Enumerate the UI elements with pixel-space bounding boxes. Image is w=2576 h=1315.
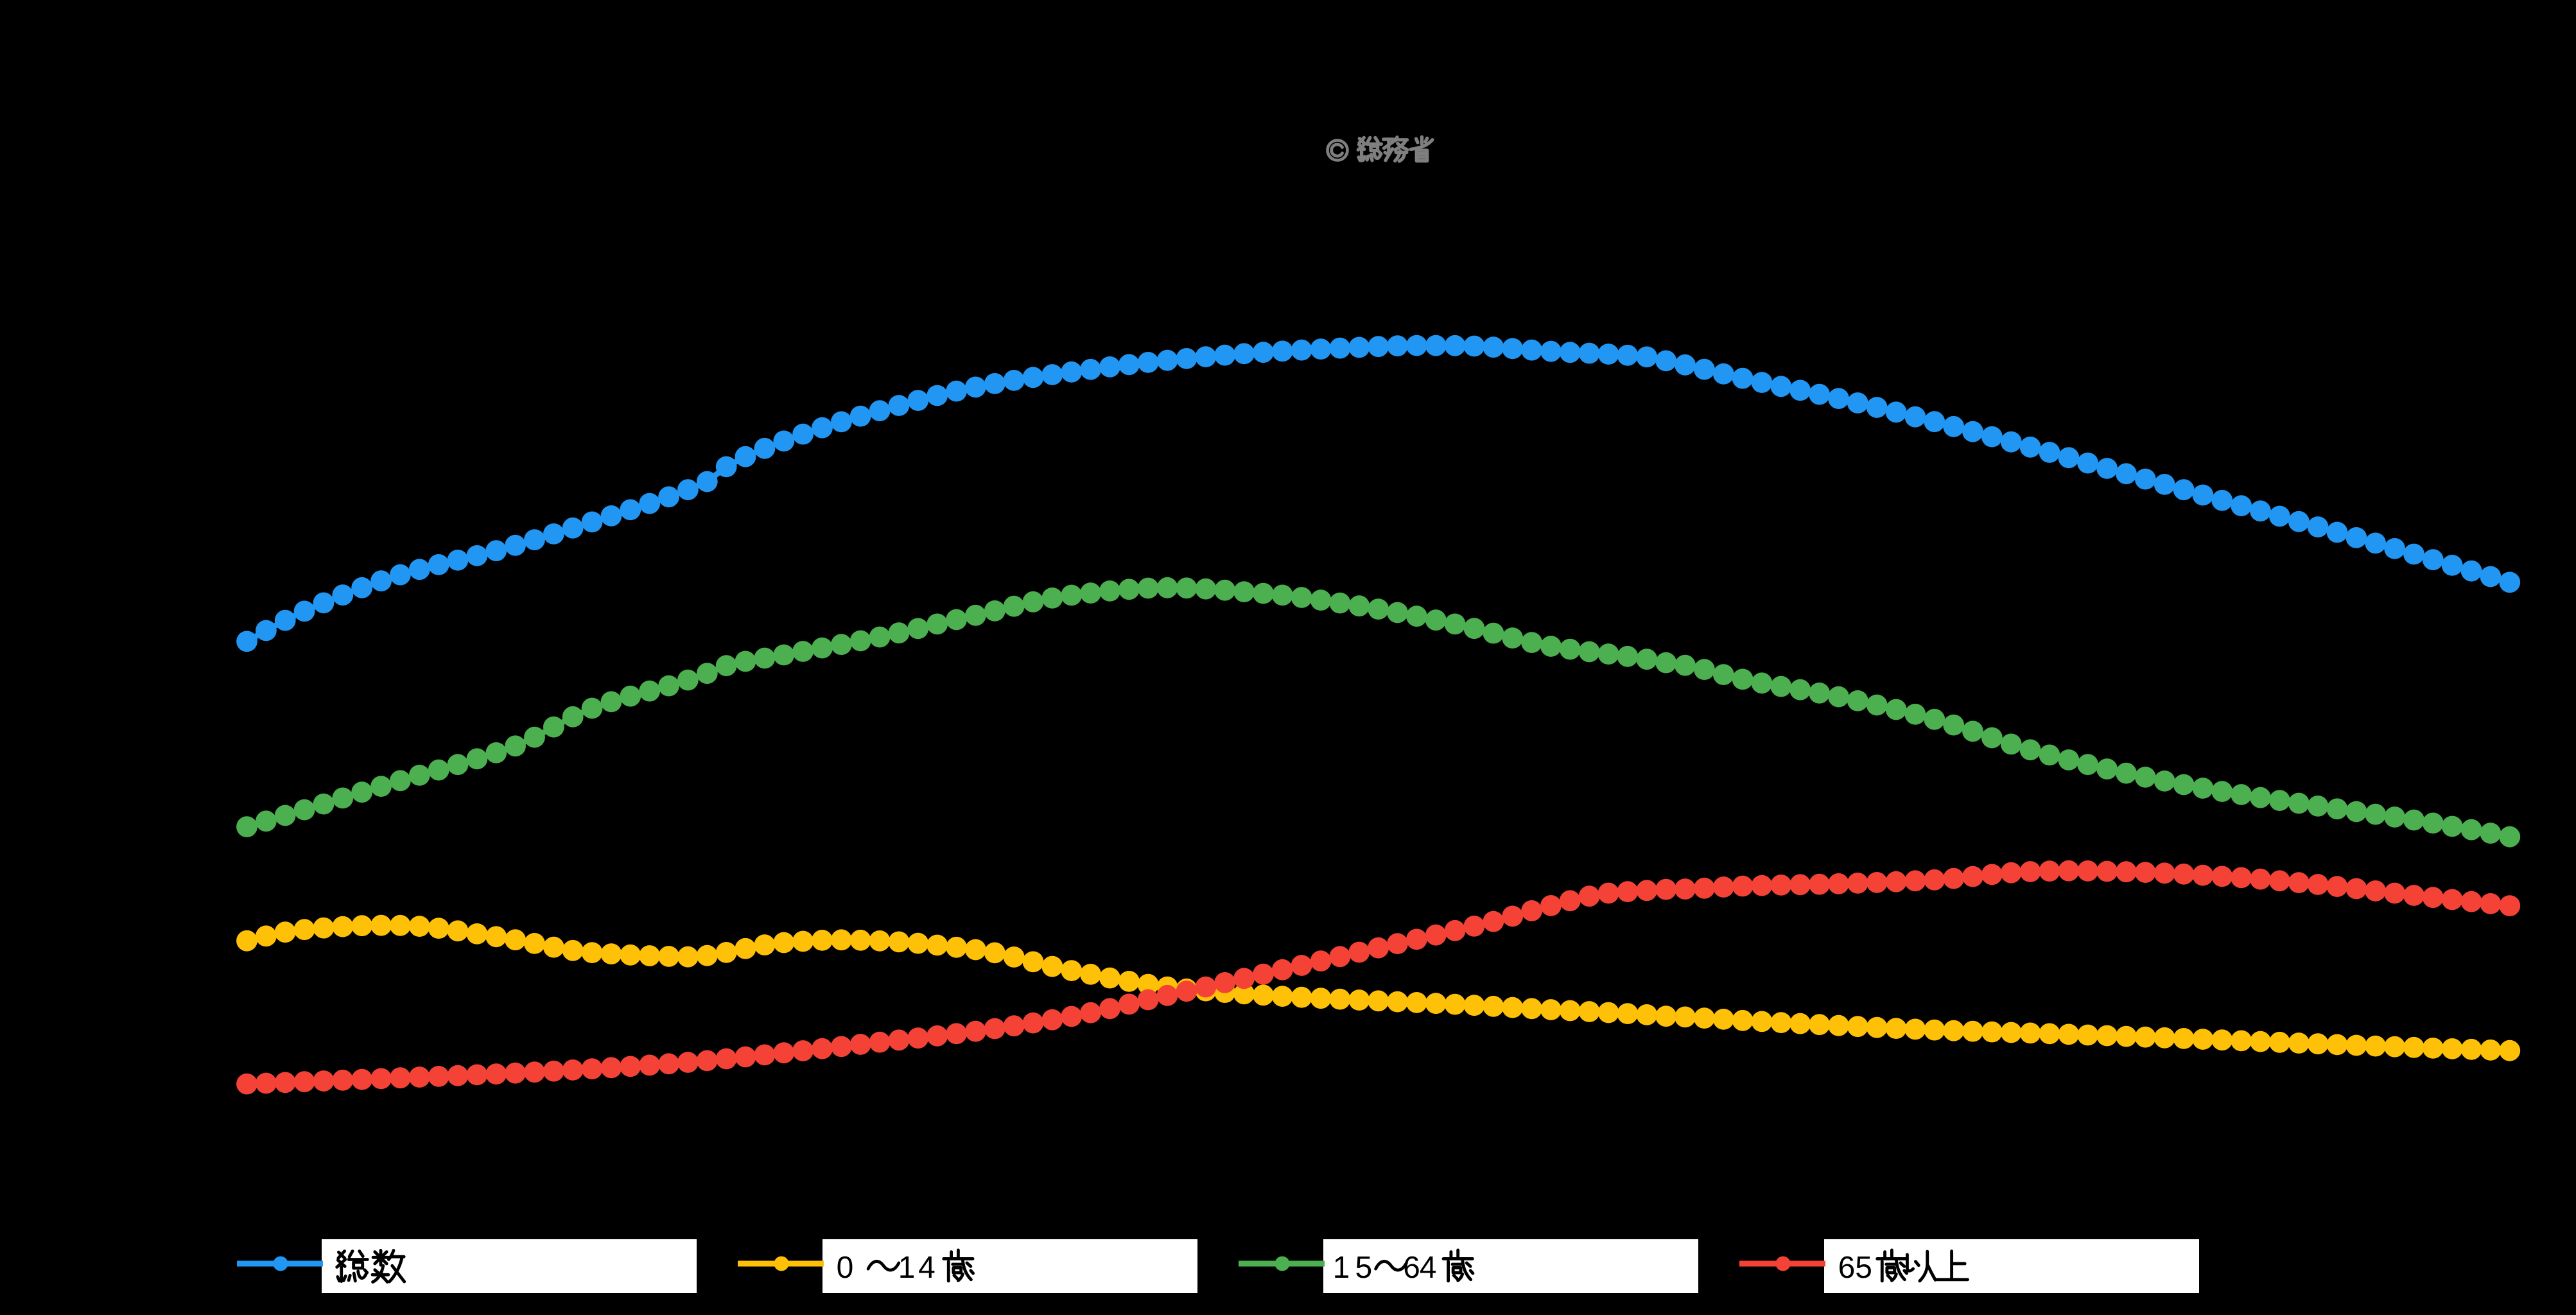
svg-text:1: 1 (1333, 1251, 1350, 1285)
svg-text:5: 5 (1855, 1251, 1872, 1285)
svg-text:4: 4 (1420, 1251, 1437, 1285)
svg-text:1: 1 (898, 1251, 916, 1285)
svg-text:6: 6 (1838, 1251, 1856, 1285)
svg-text:4: 4 (918, 1251, 936, 1285)
svg-text:6: 6 (1403, 1251, 1420, 1285)
svg-text:0: 0 (837, 1251, 854, 1285)
svg-text:5: 5 (1355, 1251, 1373, 1285)
